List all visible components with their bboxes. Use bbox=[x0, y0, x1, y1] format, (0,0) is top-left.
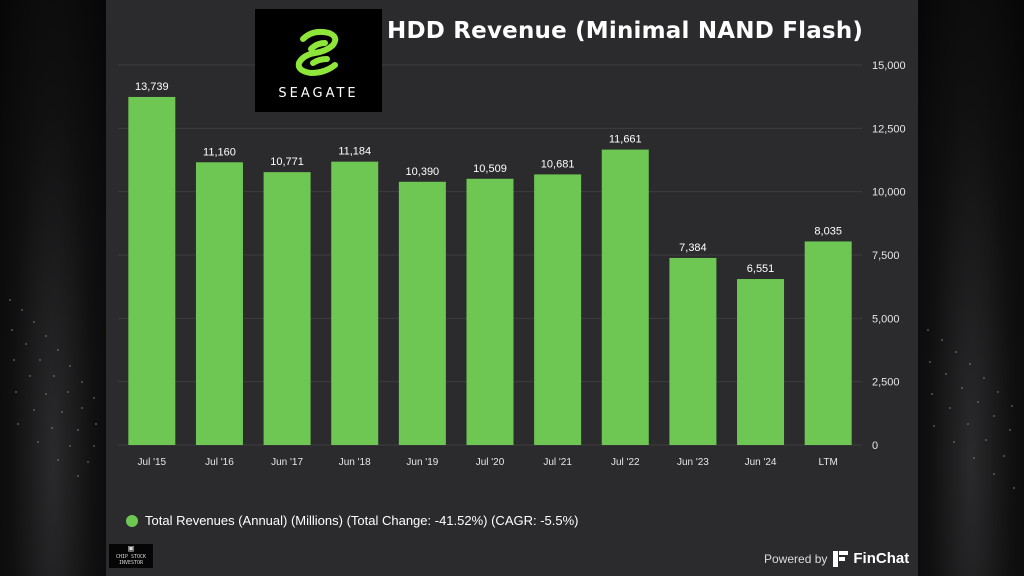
x-tick-label: Jun '19 bbox=[406, 457, 438, 468]
bar-value-label: 7,384 bbox=[679, 242, 707, 254]
bar-value-label: 8,035 bbox=[814, 225, 842, 237]
x-tick-label: LTM bbox=[819, 457, 838, 468]
bar bbox=[804, 241, 852, 445]
bar bbox=[331, 161, 379, 445]
seagate-logo: SEAGATE bbox=[255, 9, 382, 112]
x-tick-label: Jun '24 bbox=[745, 457, 777, 468]
x-tick-label: Jul '22 bbox=[611, 457, 640, 468]
x-tick-label: Jul '20 bbox=[476, 457, 505, 468]
powered-by-label: Powered by bbox=[764, 551, 828, 566]
finchat-logo-icon bbox=[833, 550, 849, 567]
bar bbox=[737, 279, 785, 445]
y-tick-label: 5,000 bbox=[872, 313, 900, 325]
bar bbox=[669, 257, 717, 445]
logo-wordmark: SEAGATE bbox=[278, 86, 359, 101]
y-tick-label: 10,000 bbox=[872, 187, 906, 199]
right-background bbox=[918, 0, 1024, 576]
bar bbox=[195, 162, 243, 445]
bar-value-label: 11,160 bbox=[203, 146, 236, 158]
badge-chip-icon: ▣ bbox=[128, 544, 134, 554]
bar-value-label: 11,184 bbox=[338, 146, 371, 158]
legend-label: Total Revenues (Annual) (Millions) (Tota… bbox=[145, 513, 579, 528]
bar bbox=[534, 174, 582, 445]
left-background-mesh bbox=[9, 299, 97, 477]
seagate-swirl-icon bbox=[295, 28, 339, 77]
bar bbox=[601, 149, 649, 445]
y-tick-label: 2,500 bbox=[872, 377, 900, 389]
chip-stock-investor-badge: ▣ CHIP STOCK INVESTOR bbox=[109, 544, 153, 568]
bar-value-label: 6,551 bbox=[747, 263, 775, 275]
bar bbox=[128, 96, 176, 445]
finchat-label: FinChat bbox=[853, 550, 910, 567]
powered-by-finchat[interactable]: Powered by FinChat bbox=[764, 550, 909, 567]
badge-line2: INVESTOR bbox=[118, 560, 144, 566]
x-tick-label: Jun '23 bbox=[677, 457, 709, 468]
bar-value-label: 11,661 bbox=[609, 134, 642, 146]
bar-value-label: 10,681 bbox=[541, 158, 575, 170]
chart-title: HDD Revenue (Minimal NAND Flash) bbox=[387, 18, 864, 44]
x-tick-label: Jun '18 bbox=[339, 457, 371, 468]
bar bbox=[263, 172, 311, 445]
bar-value-label: 10,390 bbox=[406, 166, 440, 178]
legend-swatch bbox=[126, 514, 138, 527]
badge-line1: CHIP STOCK bbox=[115, 554, 147, 560]
x-tick-label: Jul '16 bbox=[205, 457, 234, 468]
bar-value-label: 10,771 bbox=[270, 156, 304, 168]
x-tick-label: Jul '15 bbox=[138, 457, 167, 468]
x-tick-label: Jul '21 bbox=[543, 457, 572, 468]
y-tick-label: 7,500 bbox=[872, 250, 900, 262]
x-tick-label: Jun '17 bbox=[271, 457, 303, 468]
bar bbox=[466, 178, 514, 445]
y-tick-label: 15,000 bbox=[872, 60, 906, 72]
right-background-mesh bbox=[927, 329, 1015, 489]
y-tick-label: 12,500 bbox=[872, 123, 906, 135]
chart-legend[interactable]: Total Revenues (Annual) (Millions) (Tota… bbox=[126, 513, 579, 528]
bar bbox=[398, 181, 446, 445]
y-tick-label: 0 bbox=[872, 440, 878, 452]
bar-value-label: 10,509 bbox=[473, 163, 507, 175]
left-background bbox=[0, 0, 106, 576]
bar-value-label: 13,739 bbox=[135, 81, 169, 93]
